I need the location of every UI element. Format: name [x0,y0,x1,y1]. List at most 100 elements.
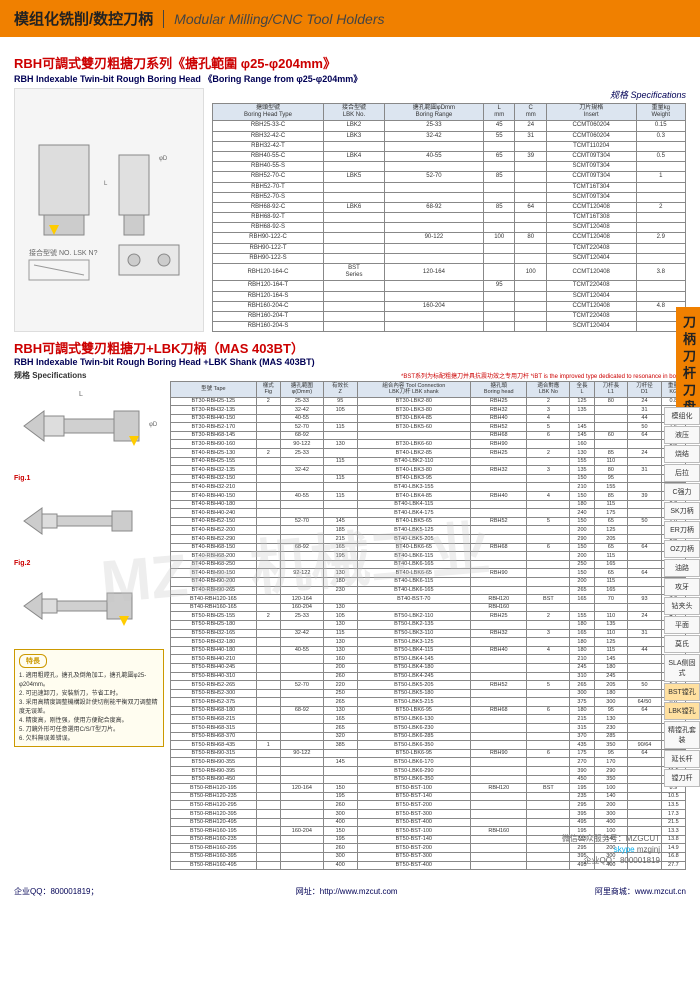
table-cell: 125 [594,526,628,535]
table-cell: 200 [570,526,594,535]
table-cell: BT50-BST-200 [357,801,471,810]
table-cell: 285 [594,732,628,741]
section1-title: RBH可調式雙刃粗搪刀系列《搪孔範圍 φ25-φ204mm》 RBH Index… [14,53,686,85]
table-cell: 165 [570,595,594,604]
table-cell [527,810,570,819]
table-cell: BT30-RBH25-125 [171,397,257,406]
table-cell: BT40-LBK5-125 [357,526,471,535]
table-cell: CCMT120408 [546,301,636,311]
table-cell: BT50-LBK6-95 [357,706,471,715]
table-cell: RBH68-92-T [213,213,324,223]
side-category-item[interactable]: C强力 [664,483,700,501]
side-category-item[interactable]: LBK镗孔 [664,702,700,720]
table-cell: SCMT09T304 [546,162,636,172]
table-cell: 130 [594,715,628,724]
table-cell [483,291,515,301]
table-cell: 32-42 [280,466,323,475]
table-cell [471,792,527,801]
table-cell: 39 [628,492,662,501]
table-cell [256,844,280,853]
table-cell: 165 [594,586,628,595]
table-cell: RBH120-164-C [213,264,324,281]
table-cell: 4 [527,646,570,655]
table-cell [483,162,515,172]
table-cell: 130 [323,638,357,647]
side-category-item[interactable]: 莫氏 [664,635,700,653]
table-cell [256,474,280,483]
page-footer: 企业QQ：800001819； 网址：http://www.mzcut.com … [0,880,700,903]
table-cell [527,526,570,535]
side-category-item[interactable]: 钻夹头 [664,597,700,615]
table-cell: 31 [628,629,662,638]
table-cell [256,595,280,604]
table-cell: 180 [570,706,594,715]
side-category-item[interactable]: 烧结 [664,445,700,463]
side-category-item[interactable]: 延长杆 [664,750,700,768]
table-cell [628,474,662,483]
table-cell: 200 [323,663,357,672]
side-category-item[interactable]: 油路 [664,559,700,577]
table-cell: BT50-RBH160-195 [171,827,257,836]
table-cell [324,281,385,291]
table-cell: BT40-RBH52-290 [171,535,257,544]
table-cell [324,141,385,151]
side-category-item[interactable]: SK刀柄 [664,502,700,520]
table-cell: 185 [323,526,357,535]
side-category-item[interactable]: BST镗孔 [664,683,700,701]
table-cell: 6 [527,749,570,758]
table-cell: 14.9 [661,844,685,853]
table-cell: 0.5 [636,151,686,161]
side-category-item[interactable]: 平面 [664,616,700,634]
table-cell: BT50-RBH40-245 [171,663,257,672]
side-category-item[interactable]: 精镗孔套装 [664,721,700,749]
table-cell: 260 [323,672,357,681]
table-cell [471,724,527,733]
side-category-item[interactable]: 后拉 [664,464,700,482]
table-cell [280,620,323,629]
table-cell: 250 [323,689,357,698]
side-category-item[interactable]: 攻牙 [664,578,700,596]
table-cell [527,741,570,750]
table-cell [527,577,570,586]
table-cell: 200 [570,577,594,586]
table-cell: BT40-RBH68-250 [171,560,257,569]
table-cell: 260 [323,844,357,853]
side-category-list: 模组化液压烧结后拉C强力SK刀柄ER刀柄OZ刀柄油路攻牙钻夹头平面莫氏SLA侧固… [664,407,700,788]
table-cell [628,732,662,741]
table-cell [323,509,357,518]
table-cell [280,758,323,767]
table-cell: 95 [594,749,628,758]
side-category-item[interactable]: ER刀柄 [664,521,700,539]
side-category-item[interactable]: OZ刀柄 [664,540,700,558]
contact-overlay: 微信公众服务号：MZGCUT skype mzginj 企业QQ：8000018… [562,833,660,867]
table-cell: 100 [594,784,628,793]
table-cell: 170 [594,758,628,767]
table-row: BT40-RBH25-130225-33BT40-LBK2-85RBH25213… [171,449,686,458]
table-cell [471,577,527,586]
table-row: BT50-RBH68-315265BT50-LBK6-2303152309.0 [171,724,686,733]
table-cell: BT40-LBK2-110 [357,457,471,466]
side-category-item[interactable]: SLA侧固式 [664,654,700,682]
table-cell: 180 [570,638,594,647]
table-cell: RBH32-42-T [213,141,324,151]
table-row: BT50-RBH32-16532-42115BT50-LBK3-110RBH32… [171,629,686,638]
side-category-item[interactable]: 液压 [664,426,700,444]
table-cell: BT50-RBH120-395 [171,810,257,819]
side-category-item[interactable]: 镗刀杆 [664,769,700,787]
table-cell [527,474,570,483]
table-cell: 110 [594,612,628,621]
table-cell [527,775,570,784]
table-cell: BT40-LBK2-85 [357,449,471,458]
side-category-item[interactable]: 模组化 [664,407,700,425]
table-cell [357,431,471,440]
table-cell [527,560,570,569]
table-cell: BT50-RBH68-370 [171,732,257,741]
table2-header: 適合對應LBK No [527,382,570,397]
table-cell: BT30-LBK6-60 [357,440,471,449]
table-cell [527,767,570,776]
table-cell [527,663,570,672]
table-cell: 165 [570,629,594,638]
table-cell [280,801,323,810]
table-cell [384,213,483,223]
table-cell [384,141,483,151]
